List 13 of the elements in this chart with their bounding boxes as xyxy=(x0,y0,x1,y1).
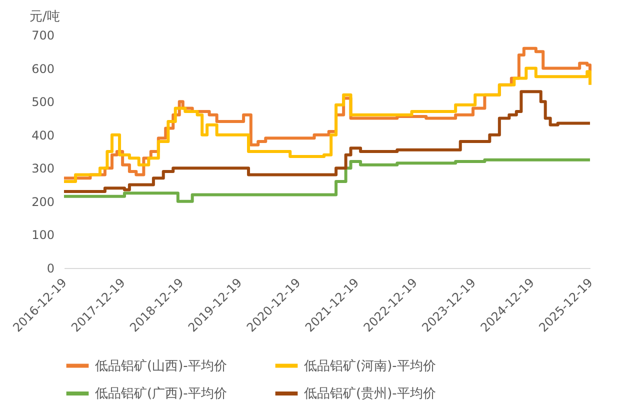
y-tick-label: 300 xyxy=(32,162,54,176)
y-tick-label: 600 xyxy=(32,62,54,76)
y-tick-label: 500 xyxy=(32,95,54,110)
y-axis-title: 元/吨 xyxy=(30,10,60,24)
legend-label: 低品铝矿(河南)-平均价 xyxy=(304,358,436,374)
y-tick-label: 0 xyxy=(46,262,54,276)
legend-label: 低品铝矿(广西)-平均价 xyxy=(95,386,227,402)
y-tick-label: 400 xyxy=(32,128,54,142)
y-tick-label: 100 xyxy=(32,228,54,242)
y-tick-label: 700 xyxy=(32,28,54,42)
y-tick-label: 200 xyxy=(32,194,54,209)
legend-label: 低品铝矿(贵州)-平均价 xyxy=(304,386,436,402)
legend-label: 低品铝矿(山西)-平均价 xyxy=(95,358,227,374)
